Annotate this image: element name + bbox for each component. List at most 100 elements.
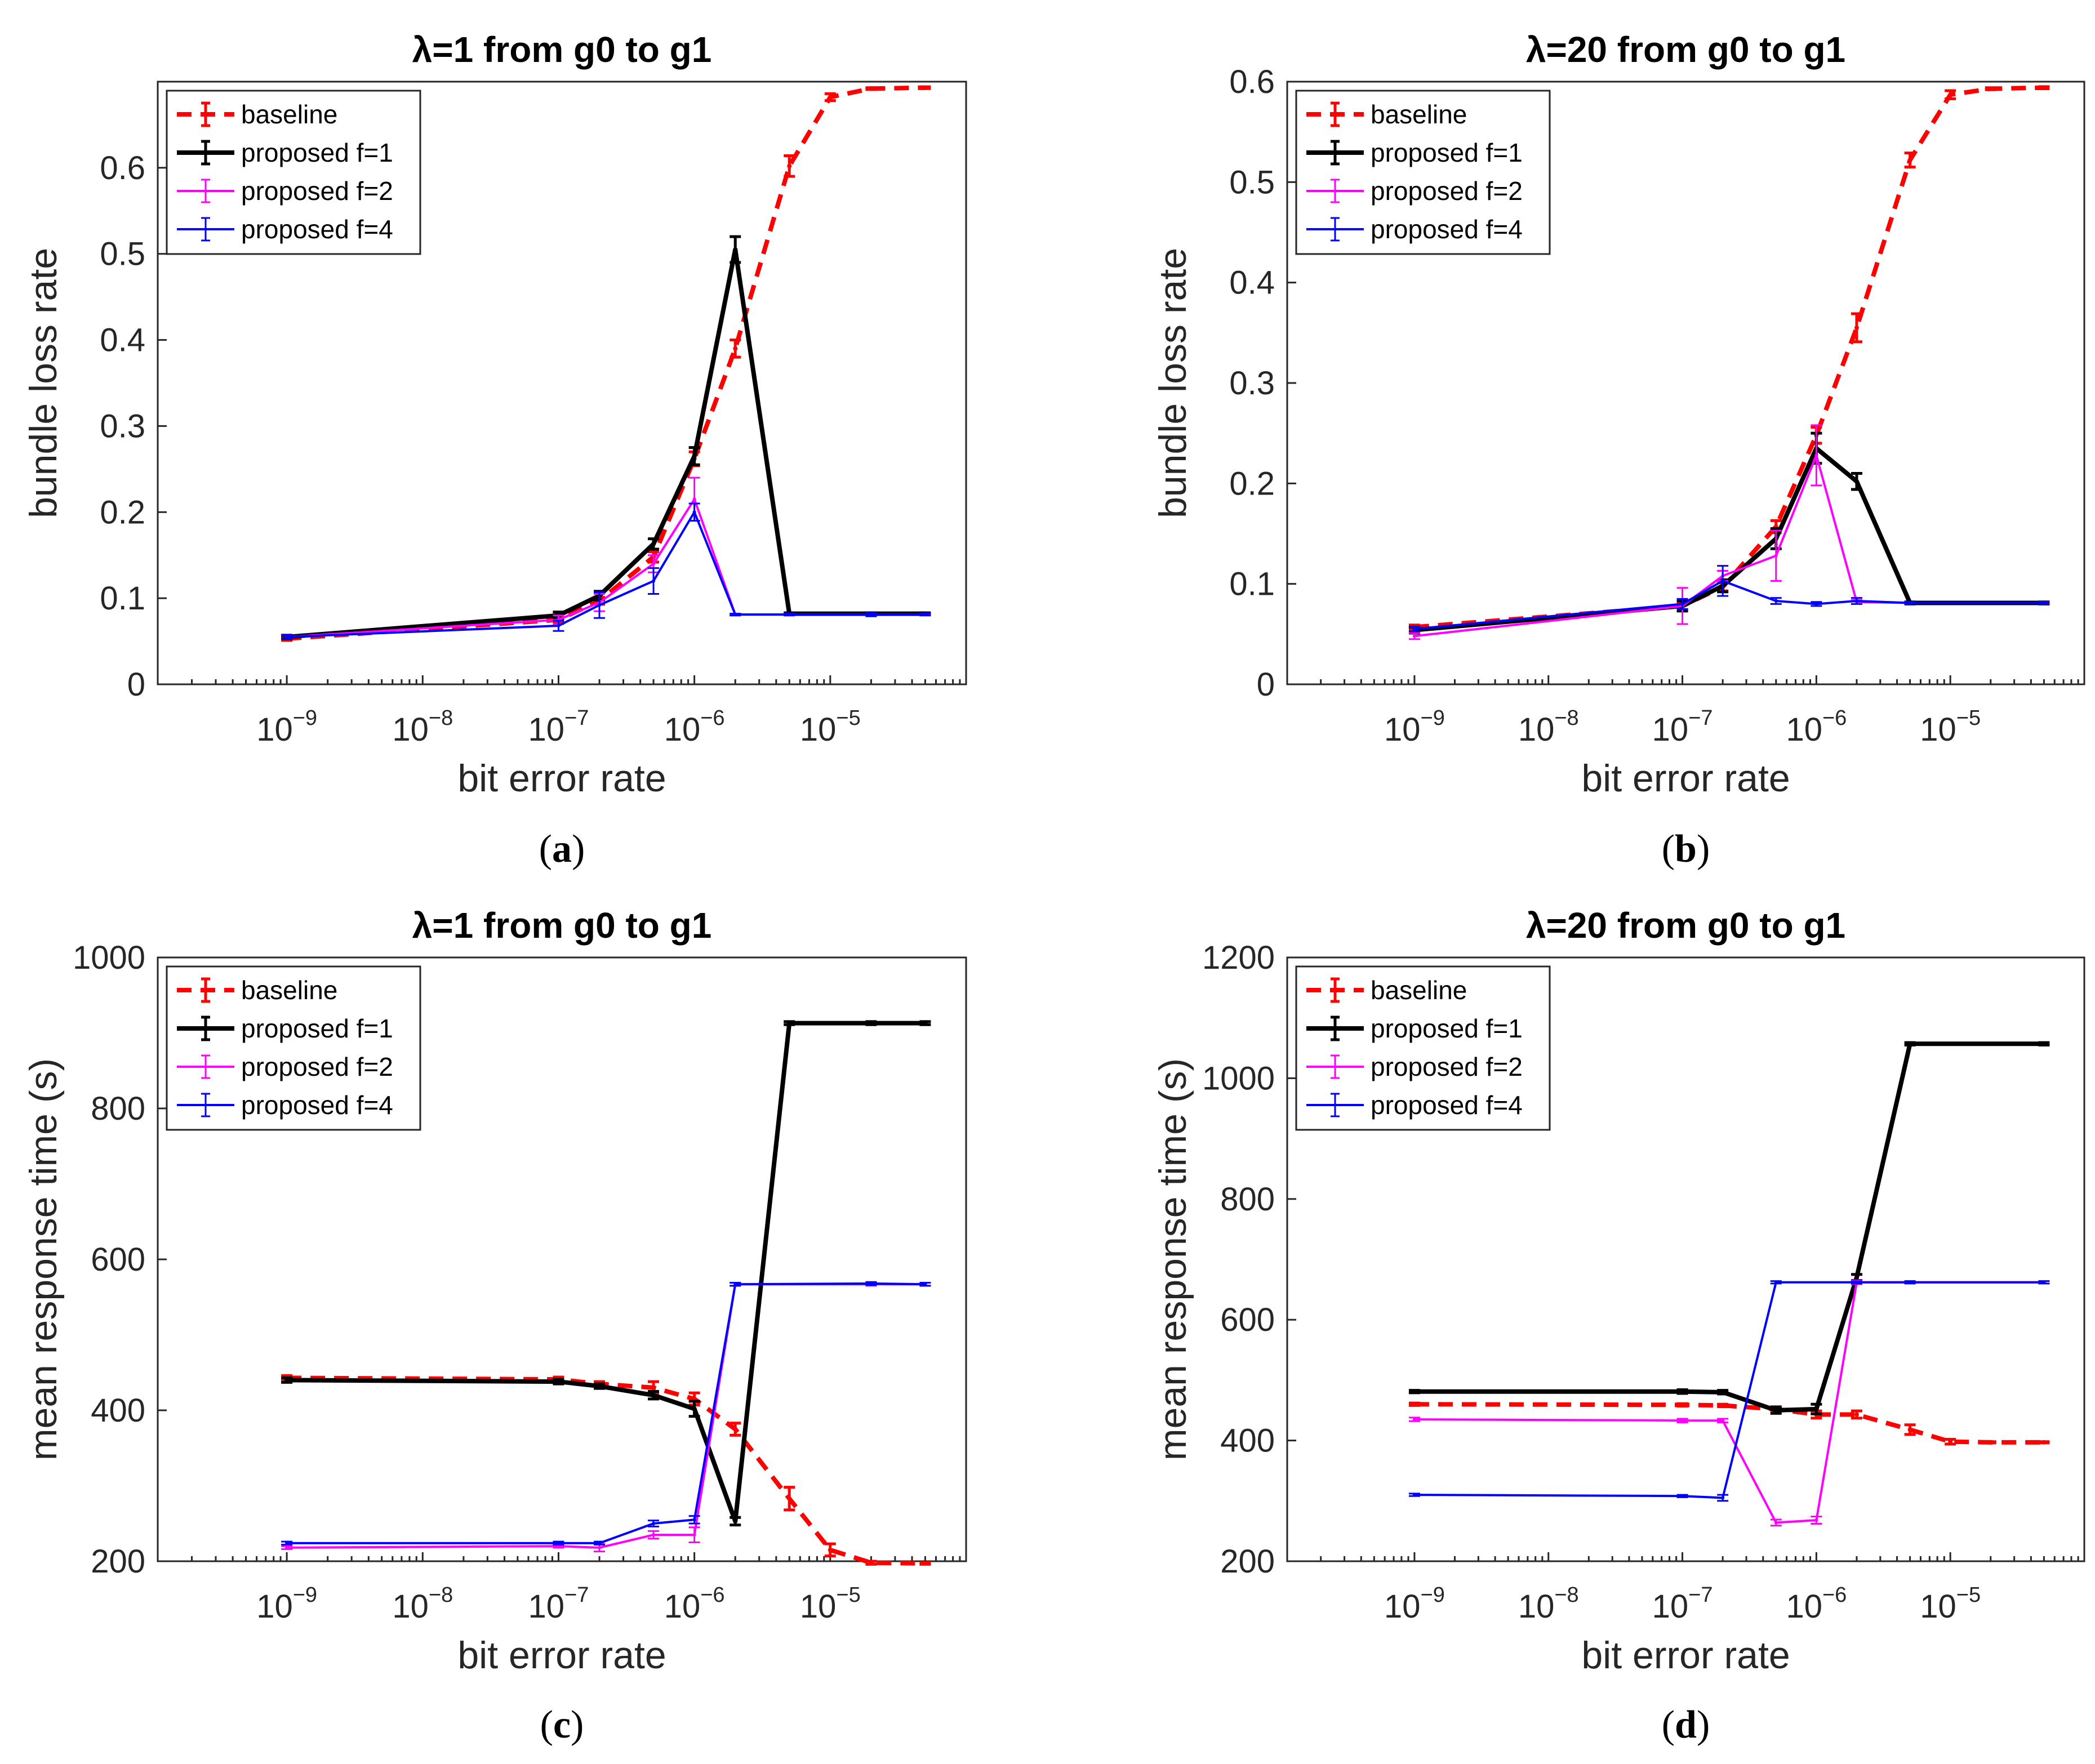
legend: baseline proposed f=1 proposed f=2 proposed… xyxy=(1295,965,1551,1131)
data-point xyxy=(284,1378,290,1383)
panel-caption: (b) xyxy=(1662,827,1710,871)
x-axis-label: bit error rate xyxy=(1581,757,1790,800)
legend-label: proposed f=1 xyxy=(241,1014,393,1043)
chart-panel-b: λ=20 from g0 to g1 0 0.1 0.2 0.3 0.4 0.5 0.6 10−… xyxy=(1151,29,2085,871)
data-point xyxy=(828,1547,833,1552)
data-point xyxy=(1854,479,1859,484)
y-tick-label: 800 xyxy=(1220,1181,1275,1218)
data-point xyxy=(788,613,791,617)
x-tick-label: 10−9 xyxy=(256,1583,317,1625)
series-line xyxy=(287,1282,926,1544)
y-axis-label: mean response time (s) xyxy=(22,1058,65,1460)
y-tick-label: 0.3 xyxy=(100,408,145,444)
x-tick-label: 10−9 xyxy=(1384,1583,1445,1625)
series-line xyxy=(287,511,926,638)
series-line xyxy=(1414,1041,2044,1413)
data-point xyxy=(285,635,289,639)
legend-label: baseline xyxy=(241,100,337,129)
data-point xyxy=(285,1541,289,1545)
x-tick-label: 10−5 xyxy=(1920,1583,1981,1625)
data-point xyxy=(598,1541,602,1545)
y-tick-label: 400 xyxy=(91,1392,145,1429)
data-point xyxy=(733,1282,737,1286)
legend-box xyxy=(1295,965,1551,1131)
y-tick-label: 0.4 xyxy=(1229,265,1275,301)
series-f4 xyxy=(281,502,931,640)
y-tick-label: 0.6 xyxy=(1229,64,1275,100)
x-tick-label: 10−5 xyxy=(800,1583,861,1625)
data-point xyxy=(1720,1403,1725,1408)
chart-title: λ=1 from g0 to g1 xyxy=(412,905,712,946)
x-tick-label: 10−6 xyxy=(1786,706,1847,748)
data-point xyxy=(923,1561,928,1566)
data-point xyxy=(1680,1402,1685,1407)
y-tick-label: 1000 xyxy=(73,939,145,976)
series-line xyxy=(1414,446,2044,632)
y-tick-label: 0.2 xyxy=(1229,465,1275,502)
data-point xyxy=(597,1384,602,1389)
y-axis-label: mean response time (s) xyxy=(1151,1058,1194,1460)
y-tick-label: 0.1 xyxy=(100,580,145,617)
x-tick-label: 10−9 xyxy=(1384,706,1445,748)
x-tick-label: 10−9 xyxy=(256,706,317,748)
data-point xyxy=(1773,1408,1778,1413)
data-point xyxy=(1412,634,1416,638)
data-point xyxy=(1854,1280,1858,1284)
data-point xyxy=(1680,602,1684,606)
x-tick-label: 10−8 xyxy=(392,1583,453,1625)
data-point xyxy=(869,1021,874,1026)
data-point xyxy=(1814,1518,1818,1522)
data-point xyxy=(733,1518,738,1524)
series-line xyxy=(1414,1402,2044,1445)
data-point xyxy=(923,613,927,617)
series-line xyxy=(287,1283,926,1549)
data-point xyxy=(1774,599,1778,603)
data-point xyxy=(1948,1439,1953,1444)
data-point xyxy=(923,85,928,90)
series-f2 xyxy=(1408,424,2050,640)
data-point xyxy=(1721,1419,1725,1423)
legend-label: proposed f=2 xyxy=(241,176,393,206)
data-point xyxy=(869,613,873,617)
x-axis-label: bit error rate xyxy=(457,1634,666,1677)
data-point xyxy=(1854,599,1858,603)
data-point xyxy=(1814,1406,1819,1411)
data-point xyxy=(733,1427,738,1432)
data-point xyxy=(2041,1440,2047,1445)
y-tick-label: 600 xyxy=(91,1241,145,1278)
legend-label: baseline xyxy=(1371,100,1467,129)
x-tick-label: 10−7 xyxy=(1652,1583,1713,1625)
series-f2 xyxy=(281,1282,931,1553)
x-tick-label: 10−5 xyxy=(1920,706,1981,748)
series-baseline xyxy=(1408,1401,2050,1446)
y-tick-label: 1000 xyxy=(1202,1060,1275,1097)
legend-label: proposed f=1 xyxy=(1371,138,1523,167)
data-point xyxy=(285,1545,289,1549)
series-f4 xyxy=(1408,565,2050,632)
legend-box xyxy=(166,90,421,255)
legend-label: proposed f=1 xyxy=(1371,1014,1523,1043)
chart-title: λ=1 from g0 to g1 xyxy=(412,29,712,70)
data-point xyxy=(692,510,696,514)
data-point xyxy=(692,453,697,458)
chart-title: λ=20 from g0 to g1 xyxy=(1526,29,1845,70)
legend-label: baseline xyxy=(241,975,337,1005)
panel-caption: (a) xyxy=(539,827,585,871)
x-tick-label: 10−7 xyxy=(1652,706,1713,748)
series-line xyxy=(286,498,926,638)
x-axis-label: bit error rate xyxy=(457,757,666,800)
data-point xyxy=(2042,1280,2046,1284)
y-tick-label: 1200 xyxy=(1202,939,1275,976)
data-point xyxy=(652,579,656,583)
series-line xyxy=(1414,1281,2044,1524)
data-point xyxy=(1854,325,1859,330)
data-point xyxy=(598,1545,602,1549)
x-tick-label: 10−6 xyxy=(664,706,725,748)
y-tick-label: 0 xyxy=(127,666,145,703)
legend-box xyxy=(1295,90,1551,255)
x-tick-label: 10−6 xyxy=(664,1583,725,1625)
data-point xyxy=(1908,601,1912,605)
data-point xyxy=(1814,453,1818,457)
data-point xyxy=(1774,1280,1778,1284)
